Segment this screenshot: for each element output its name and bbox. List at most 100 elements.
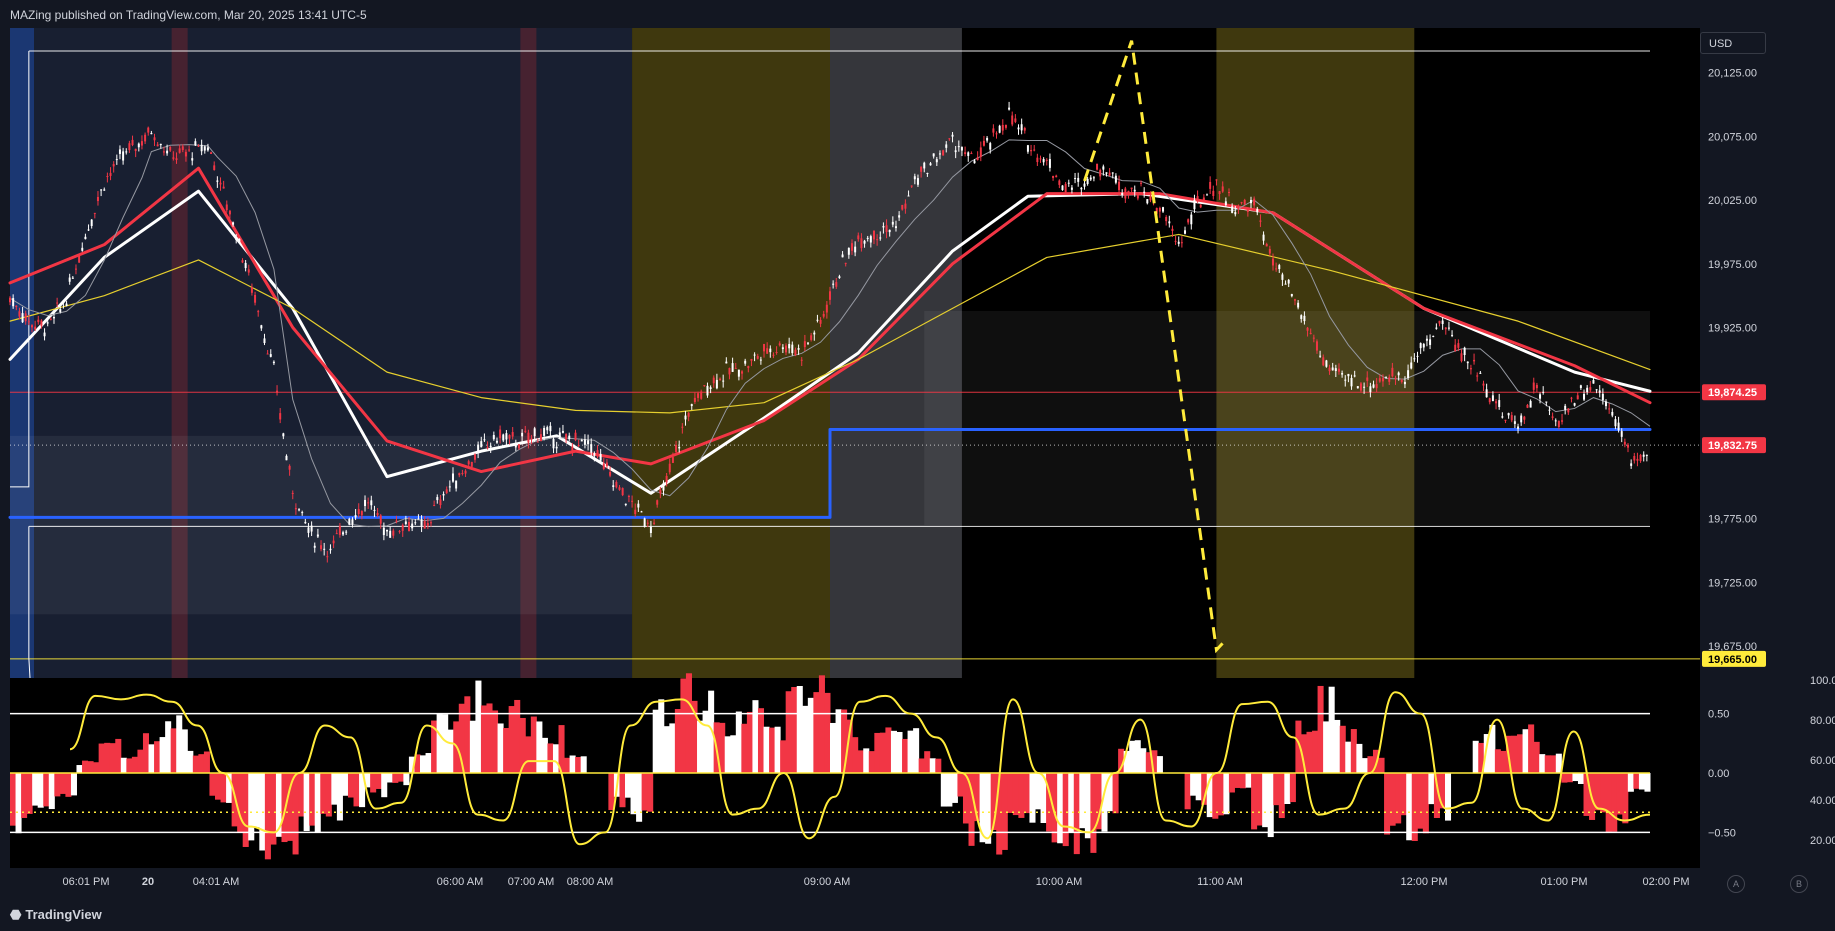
candle-body [1300, 315, 1303, 319]
candle-body [93, 212, 96, 214]
candle-body [241, 260, 244, 263]
candle-body [1614, 419, 1617, 427]
candle-body [382, 527, 385, 536]
candle-body [1096, 163, 1099, 170]
osc-histogram-bar [680, 678, 687, 773]
candle-body [734, 367, 737, 369]
candle-body [1394, 377, 1397, 380]
osc-histogram-bar [375, 773, 382, 789]
candle-body [345, 531, 348, 533]
candle-body [1381, 378, 1384, 382]
candle-body [700, 391, 703, 399]
osc-histogram-bar [248, 773, 255, 841]
osc-histogram-bar [619, 773, 626, 808]
osc-histogram-bar [320, 773, 327, 814]
osc-histogram-bar [1411, 773, 1418, 842]
osc-histogram-bar [10, 773, 17, 826]
candle-body [772, 354, 775, 356]
candle-body [1008, 107, 1011, 110]
candle-body [1633, 456, 1636, 461]
candle-body [219, 182, 222, 185]
osc-histogram-bar [824, 692, 831, 773]
osc-histogram-bar [353, 773, 360, 807]
candle-body [1573, 403, 1576, 406]
candle-body [763, 344, 766, 352]
currency-button[interactable]: USD [1700, 32, 1766, 54]
osc-histogram-bar [652, 709, 659, 773]
candle-body [640, 511, 643, 513]
candle-body [417, 518, 420, 520]
candle-body [206, 147, 209, 151]
candle-body [1501, 416, 1504, 418]
candle-body [1407, 370, 1410, 379]
osc-histogram-bar [674, 708, 681, 773]
candle-body [1517, 426, 1520, 429]
candle-body [803, 341, 806, 348]
osc-histogram-bar [1561, 773, 1568, 783]
candle-body [561, 431, 564, 433]
candle-body [1209, 181, 1212, 189]
osc-histogram-bar [154, 741, 161, 773]
candle-body [992, 128, 995, 133]
osc-histogram-bar [1223, 773, 1230, 815]
candle-body [1363, 386, 1366, 388]
candle-body [653, 522, 656, 524]
osc-histogram-bar [1500, 750, 1507, 773]
osc-histogram-bar [1262, 773, 1269, 828]
osc-histogram-bar [691, 700, 698, 773]
x-tick-label: 06:00 AM [437, 876, 483, 888]
osc-histogram-bar [1638, 773, 1645, 790]
osc-histogram-bar [990, 773, 997, 830]
osc-histogram-bar [1533, 741, 1540, 773]
osc-histogram-bar [1134, 740, 1141, 773]
osc-histogram-bar [403, 773, 410, 786]
candle-body [1196, 196, 1199, 200]
candle-body [1551, 416, 1554, 418]
osc-histogram-bar [702, 710, 709, 773]
candle-body [646, 522, 649, 524]
candle-body [71, 277, 74, 279]
candle-body [508, 434, 511, 439]
candle-body [1639, 454, 1642, 462]
candle-body [866, 237, 869, 239]
osc-histogram-bar [752, 700, 759, 773]
osc-histogram-bar [685, 673, 692, 773]
candle-body [942, 150, 945, 156]
osc-histogram-bar [298, 773, 305, 817]
candle-body [90, 219, 93, 226]
candle-body [659, 490, 662, 494]
y-tick-label: 20,075.00 [1708, 131, 1757, 143]
candle-body [18, 311, 21, 317]
candle-body [1042, 159, 1045, 163]
osc-histogram-bar [1012, 773, 1019, 816]
candle-body [1463, 347, 1466, 356]
osc-histogram-bar [203, 751, 210, 773]
candle-body [1469, 368, 1472, 370]
candle-body [1403, 381, 1406, 385]
candle-body [1391, 367, 1394, 377]
candle-body [169, 146, 172, 151]
candle-body [1579, 385, 1582, 388]
candle-body [530, 438, 533, 440]
candle-body [558, 432, 561, 438]
osc-histogram-bar [292, 773, 299, 855]
candle-body [433, 504, 436, 506]
candle-body [1278, 265, 1281, 270]
candle-body [1004, 124, 1007, 128]
osc-histogram-bar [530, 716, 537, 773]
candle-body [423, 520, 426, 529]
scale-a-button[interactable]: A [1727, 875, 1745, 893]
candle-body [1215, 179, 1218, 181]
candle-body [68, 277, 71, 282]
candle-body [81, 247, 84, 251]
scale-b-button[interactable]: B [1790, 875, 1808, 893]
x-tick-label: 07:00 AM [508, 876, 554, 888]
osc-histogram-bar [436, 713, 443, 773]
candle-body [1202, 197, 1205, 202]
candle-body [1520, 415, 1523, 423]
osc-histogram-bar [137, 749, 144, 773]
publish-text: MAZing published on TradingView.com, Mar… [10, 8, 367, 22]
y-tick-label: 19,975.00 [1708, 259, 1757, 271]
candle-body [1491, 395, 1494, 402]
